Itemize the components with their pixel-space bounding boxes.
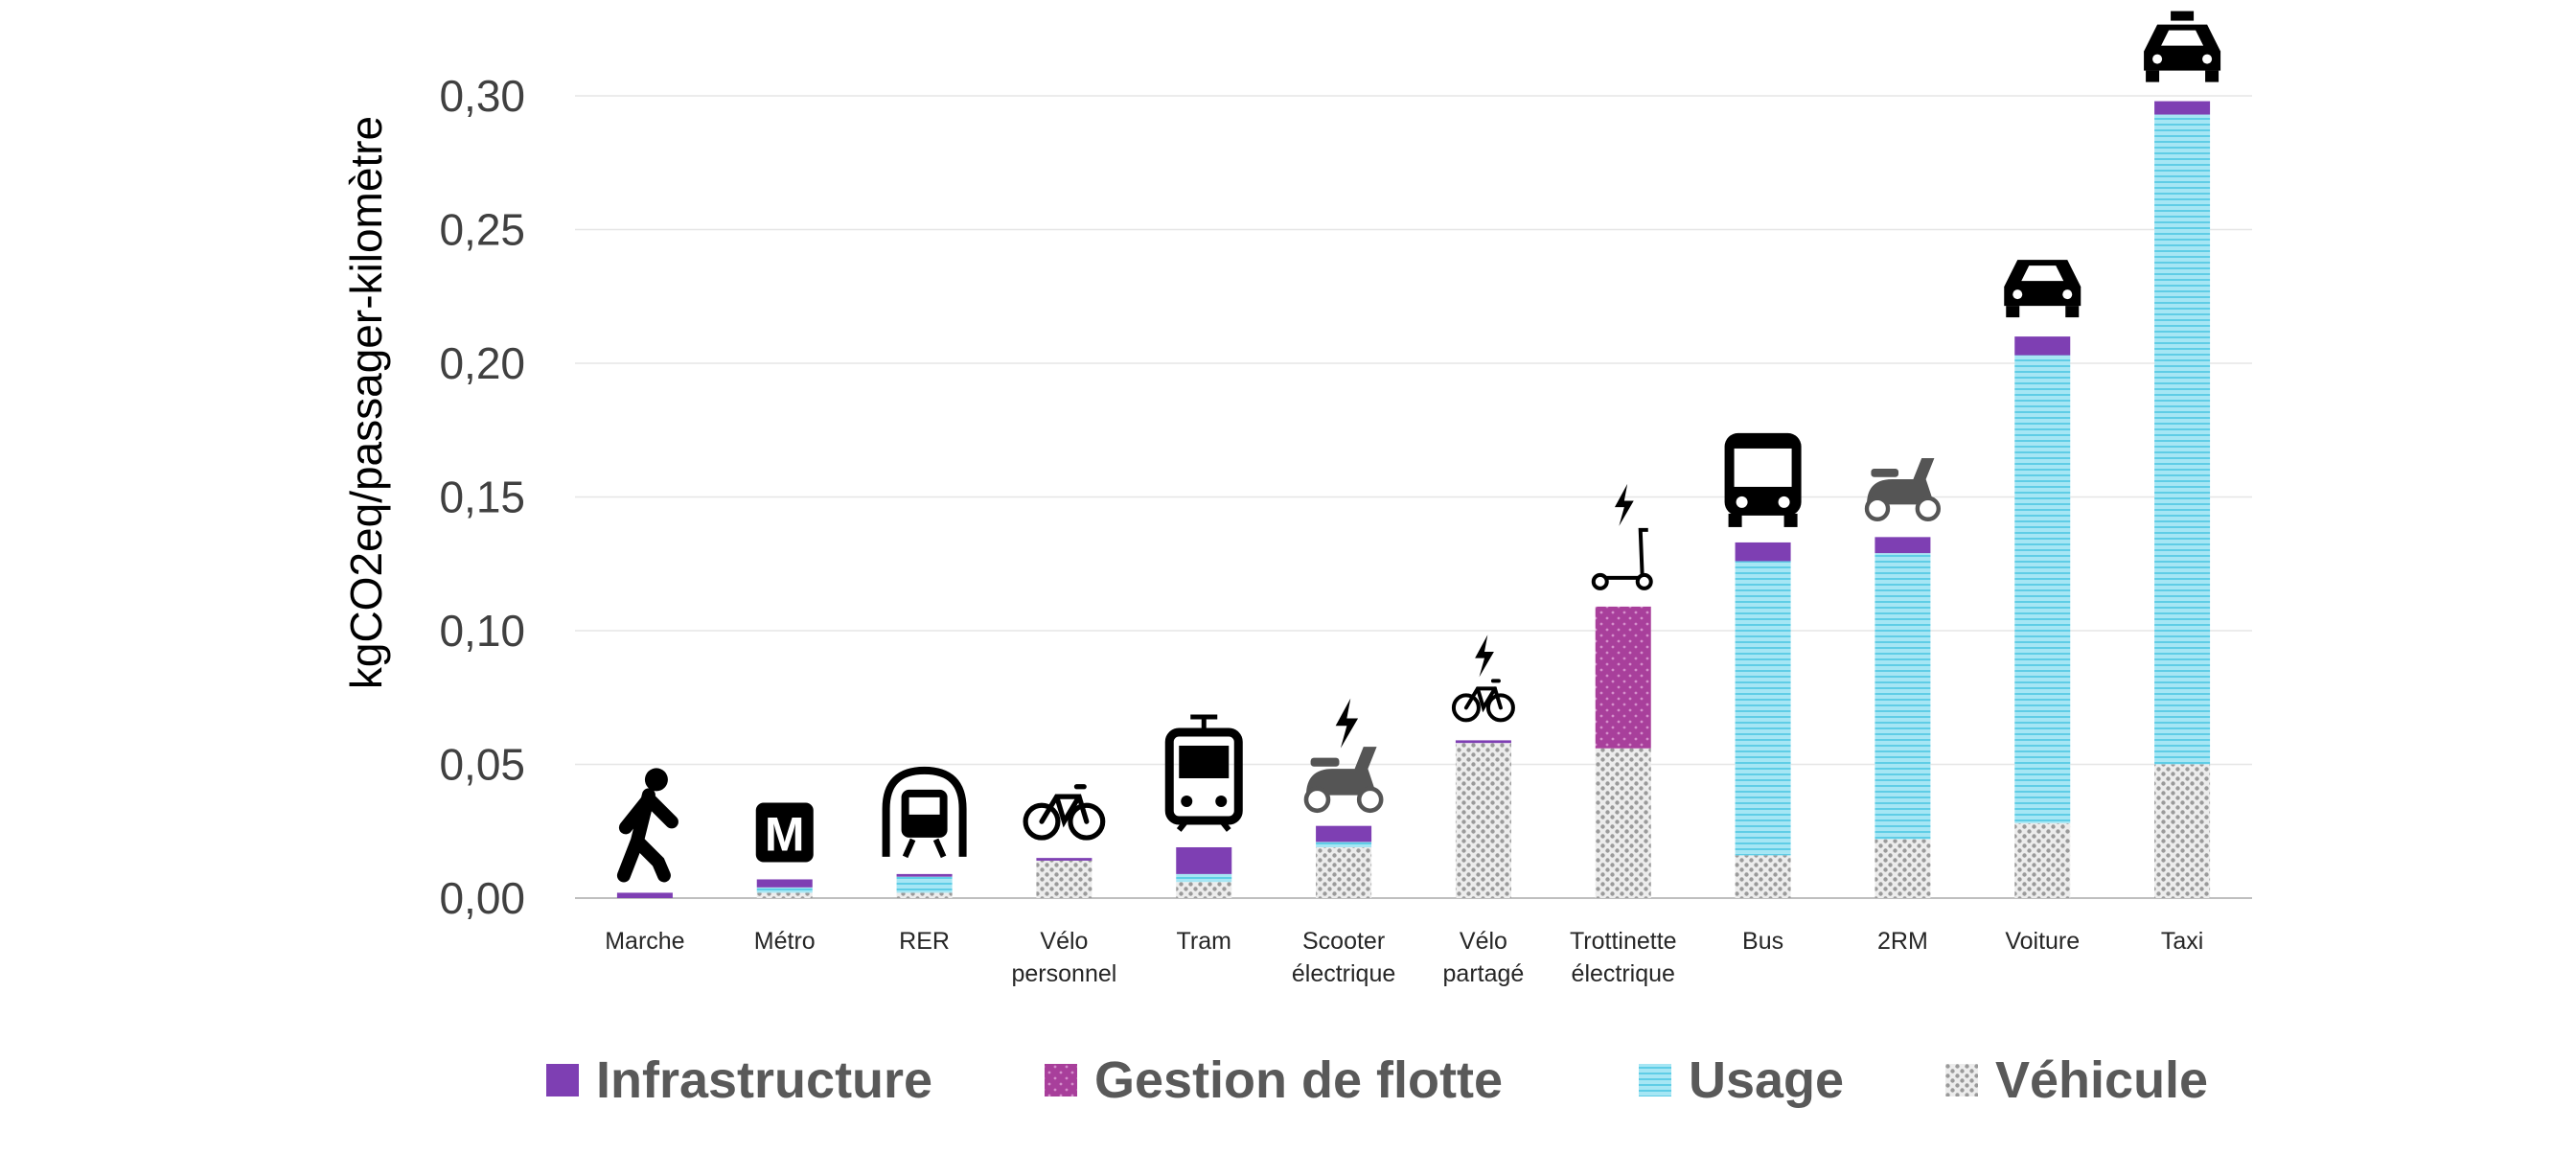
legend-label: Véhicule	[1995, 1051, 2208, 1109]
bar-segment-infrastructure	[756, 879, 813, 888]
bar-segment-infrastructure	[1455, 740, 1511, 744]
bar-segment-usage	[1874, 553, 1931, 840]
x-tick-label: 2RM	[1877, 928, 1928, 955]
y-tick-label: 0,10	[439, 606, 525, 656]
bar-segment-usage	[1316, 842, 1372, 847]
bar-segment-infrastructure	[2154, 101, 2211, 115]
electric-scooter-icon	[1303, 698, 1384, 814]
bar-segment-infrastructure	[1316, 825, 1372, 842]
y-tick-label: 0,05	[439, 740, 525, 790]
legend: Infrastructure Gestion de flotte Usage Véhi…	[546, 1051, 2208, 1109]
rer-train-icon	[882, 766, 967, 859]
bar-segment-vehicule	[756, 892, 813, 898]
bar-segment-usage	[1176, 873, 1232, 883]
y-axis-title: kgCO2eq/passager-kilomètre	[341, 116, 391, 689]
bar-segment-infrastructure	[1036, 858, 1092, 861]
electric-kick-scooter-icon	[1591, 483, 1653, 590]
metro-m-icon: M	[755, 802, 814, 863]
legend-item-vehicule: Véhicule	[1945, 1051, 2208, 1109]
x-tick-label: Scooter électrique	[1292, 928, 1395, 987]
x-tick-label: Trottinette électrique	[1570, 928, 1677, 987]
x-tick-label: Vélo personnel	[1012, 928, 1117, 987]
legend-swatch	[546, 1064, 579, 1096]
y-tick-label: 0,00	[439, 873, 525, 923]
bar-segment-gestion-de-flotte	[1595, 606, 1651, 749]
motor-scooter-icon	[1864, 457, 1942, 521]
x-tick-label: Voiture	[2005, 928, 2080, 955]
bar-segment-vehicule	[1455, 743, 1511, 898]
legend-swatch	[1945, 1064, 1978, 1096]
bar-segment-infrastructure	[616, 892, 673, 898]
bar-segment-infrastructure	[1176, 846, 1232, 874]
legend-label: Infrastructure	[596, 1051, 932, 1109]
walking-person-icon	[616, 768, 678, 883]
bar-segment-usage	[756, 887, 813, 893]
x-tick-label: Bus	[1742, 928, 1783, 955]
bus-icon	[1724, 432, 1802, 527]
bar-segment-infrastructure	[1874, 537, 1931, 554]
bar-segment-usage	[1735, 561, 1791, 856]
y-axis-ticks: 0,00 0,05 0,10 0,15 0,20 0,25 0,30	[439, 71, 525, 923]
legend-swatch	[1639, 1064, 1671, 1096]
x-tick-label: Tram	[1177, 928, 1231, 955]
legend-label: Gestion de flotte	[1094, 1051, 1503, 1109]
bar-segment-infrastructure	[896, 873, 953, 877]
x-tick-label: RER	[899, 928, 950, 955]
bar-segment-vehicule	[1595, 748, 1651, 898]
legend-item-usage: Usage	[1639, 1051, 1844, 1109]
bar-segment-usage	[2014, 355, 2071, 823]
taxi-icon	[2144, 11, 2221, 82]
bar-segment-vehicule	[2154, 764, 2211, 898]
bar-segment-usage	[2154, 114, 2211, 765]
bars	[616, 101, 2211, 898]
tram-icon	[1164, 714, 1243, 832]
bicycle-icon	[1023, 784, 1106, 841]
bar-segment-infrastructure	[2014, 336, 2071, 356]
car-icon	[2004, 260, 2082, 318]
svg-text:M: M	[765, 807, 805, 861]
x-tick-label: Marche	[605, 928, 684, 955]
bar-segment-vehicule	[1176, 882, 1232, 898]
bar-segment-infrastructure	[1735, 542, 1791, 562]
electric-bike-icon	[1451, 635, 1515, 723]
legend-item-infrastructure: Infrastructure	[546, 1051, 932, 1109]
legend-swatch	[1045, 1064, 1077, 1096]
bar-segment-vehicule	[1036, 860, 1092, 898]
y-tick-label: 0,25	[439, 205, 525, 255]
bar-segment-vehicule	[1735, 855, 1791, 898]
x-tick-label: Vélo partagé	[1443, 928, 1525, 987]
bar-segment-vehicule	[896, 892, 953, 898]
legend-item-gestion-de-flotte: Gestion de flotte	[1045, 1051, 1503, 1109]
category-icons: M	[616, 11, 2221, 883]
x-tick-label: Métro	[754, 928, 816, 955]
legend-label: Usage	[1689, 1051, 1844, 1109]
bar-segment-usage	[896, 876, 953, 893]
bar-segment-vehicule	[1874, 839, 1931, 898]
y-tick-label: 0,20	[439, 338, 525, 388]
y-tick-label: 0,15	[439, 473, 525, 522]
x-axis-labels: Marche Métro RER Vélo personnel Tram Scooter él…	[605, 928, 2203, 987]
y-tick-label: 0,30	[439, 71, 525, 121]
bar-segment-vehicule	[1316, 846, 1372, 898]
bar-segment-vehicule	[2014, 822, 2071, 898]
x-tick-label: Taxi	[2161, 928, 2203, 955]
gridlines	[575, 95, 2252, 899]
